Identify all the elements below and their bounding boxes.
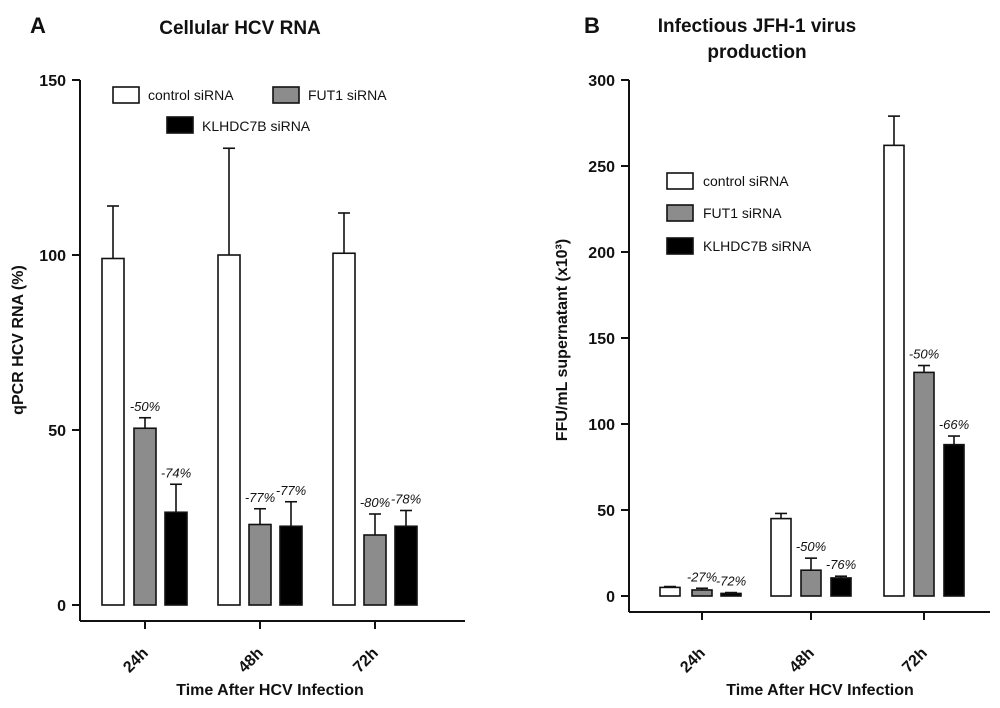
y-tick-label: 50 [597, 503, 615, 520]
chart-title: Cellular HCV RNA [159, 18, 321, 39]
percent-change-label: -50% [909, 347, 939, 362]
percent-change-label: -78% [391, 492, 421, 507]
bar-klhdc7b [164, 511, 188, 606]
bar-fut1 [691, 589, 713, 597]
y-tick-label: 250 [588, 159, 615, 176]
bar-klhdc7b [830, 577, 852, 597]
y-tick-label: 0 [606, 589, 615, 606]
x-tick-label: 72h [899, 645, 931, 677]
percent-change-label: -50% [130, 399, 160, 414]
percent-change-label: -50% [796, 539, 826, 554]
y-axis-title: qPCR HCV RNA (%) [10, 265, 27, 415]
panel-a: A Cellular HCV RNA 0 50 100 150 qPCR HCV RNA (… [10, 13, 465, 699]
y-tick-label: 300 [588, 73, 615, 90]
percent-change-label: -72% [716, 574, 746, 589]
y-tick-label: 150 [39, 73, 66, 90]
bar-control [332, 252, 356, 606]
legend-swatch [272, 86, 300, 104]
y-tick-label: 50 [48, 423, 66, 440]
bar-control [770, 517, 792, 597]
x-tick-label: 48h [786, 645, 818, 677]
percent-change-label: -77% [245, 490, 275, 505]
bar-klhdc7b [720, 592, 742, 597]
legend-swatch [666, 204, 694, 222]
chart-title: Infectious JFH-1 virus [658, 16, 857, 37]
bar-fut1 [800, 569, 822, 597]
bar-control [217, 254, 241, 606]
percent-change-label: -80% [360, 495, 390, 510]
x-tick-label: 24h [677, 645, 709, 677]
bar-fut1 [133, 427, 157, 606]
bar-control [883, 144, 905, 597]
percent-change-label: -27% [687, 569, 717, 584]
bar-control [101, 257, 125, 606]
legend-swatch [166, 116, 194, 134]
bar-klhdc7b [279, 525, 303, 606]
bar-fut1 [248, 523, 272, 606]
x-axis-title: Time After HCV Infection [726, 682, 914, 699]
legend-swatch [666, 172, 694, 190]
bar-fut1 [363, 534, 387, 606]
legend-label: FUT1 siRNA [308, 87, 387, 103]
y-tick-label: 0 [57, 598, 66, 615]
legend-label: KLHDC7B siRNA [202, 118, 311, 134]
bar-klhdc7b [943, 443, 965, 597]
bar-fut1 [913, 371, 935, 597]
bar-control [659, 586, 681, 597]
y-tick-label: 100 [39, 248, 66, 265]
x-tick-label: 72h [350, 645, 382, 677]
legend-swatch [666, 237, 694, 255]
y-tick-label: 200 [588, 245, 615, 262]
x-axis-title: Time After HCV Infection [176, 682, 364, 699]
bar-klhdc7b [394, 525, 418, 606]
legend-label: control siRNA [148, 87, 234, 103]
x-tick-label: 48h [235, 645, 267, 677]
percent-change-label: -66% [939, 417, 969, 432]
percent-change-label: -76% [826, 557, 856, 572]
legend-swatch [112, 86, 140, 104]
y-tick-label: 100 [588, 417, 615, 434]
legend-label: control siRNA [703, 173, 789, 189]
panel-b: B Infectious JFH-1 virus production 0 50 100 1… [554, 13, 990, 699]
y-axis-title: FFU/mL supernatant (x10³) [554, 239, 571, 441]
y-tick-label: 150 [588, 331, 615, 348]
percent-change-label: -74% [161, 465, 191, 480]
chart-title: production [707, 42, 806, 63]
x-tick-label: 24h [120, 645, 152, 677]
panel-letter: A [30, 13, 46, 38]
legend-label: FUT1 siRNA [703, 205, 782, 221]
percent-change-label: -77% [276, 483, 306, 498]
panel-letter: B [584, 13, 600, 38]
legend-label: KLHDC7B siRNA [703, 238, 812, 254]
